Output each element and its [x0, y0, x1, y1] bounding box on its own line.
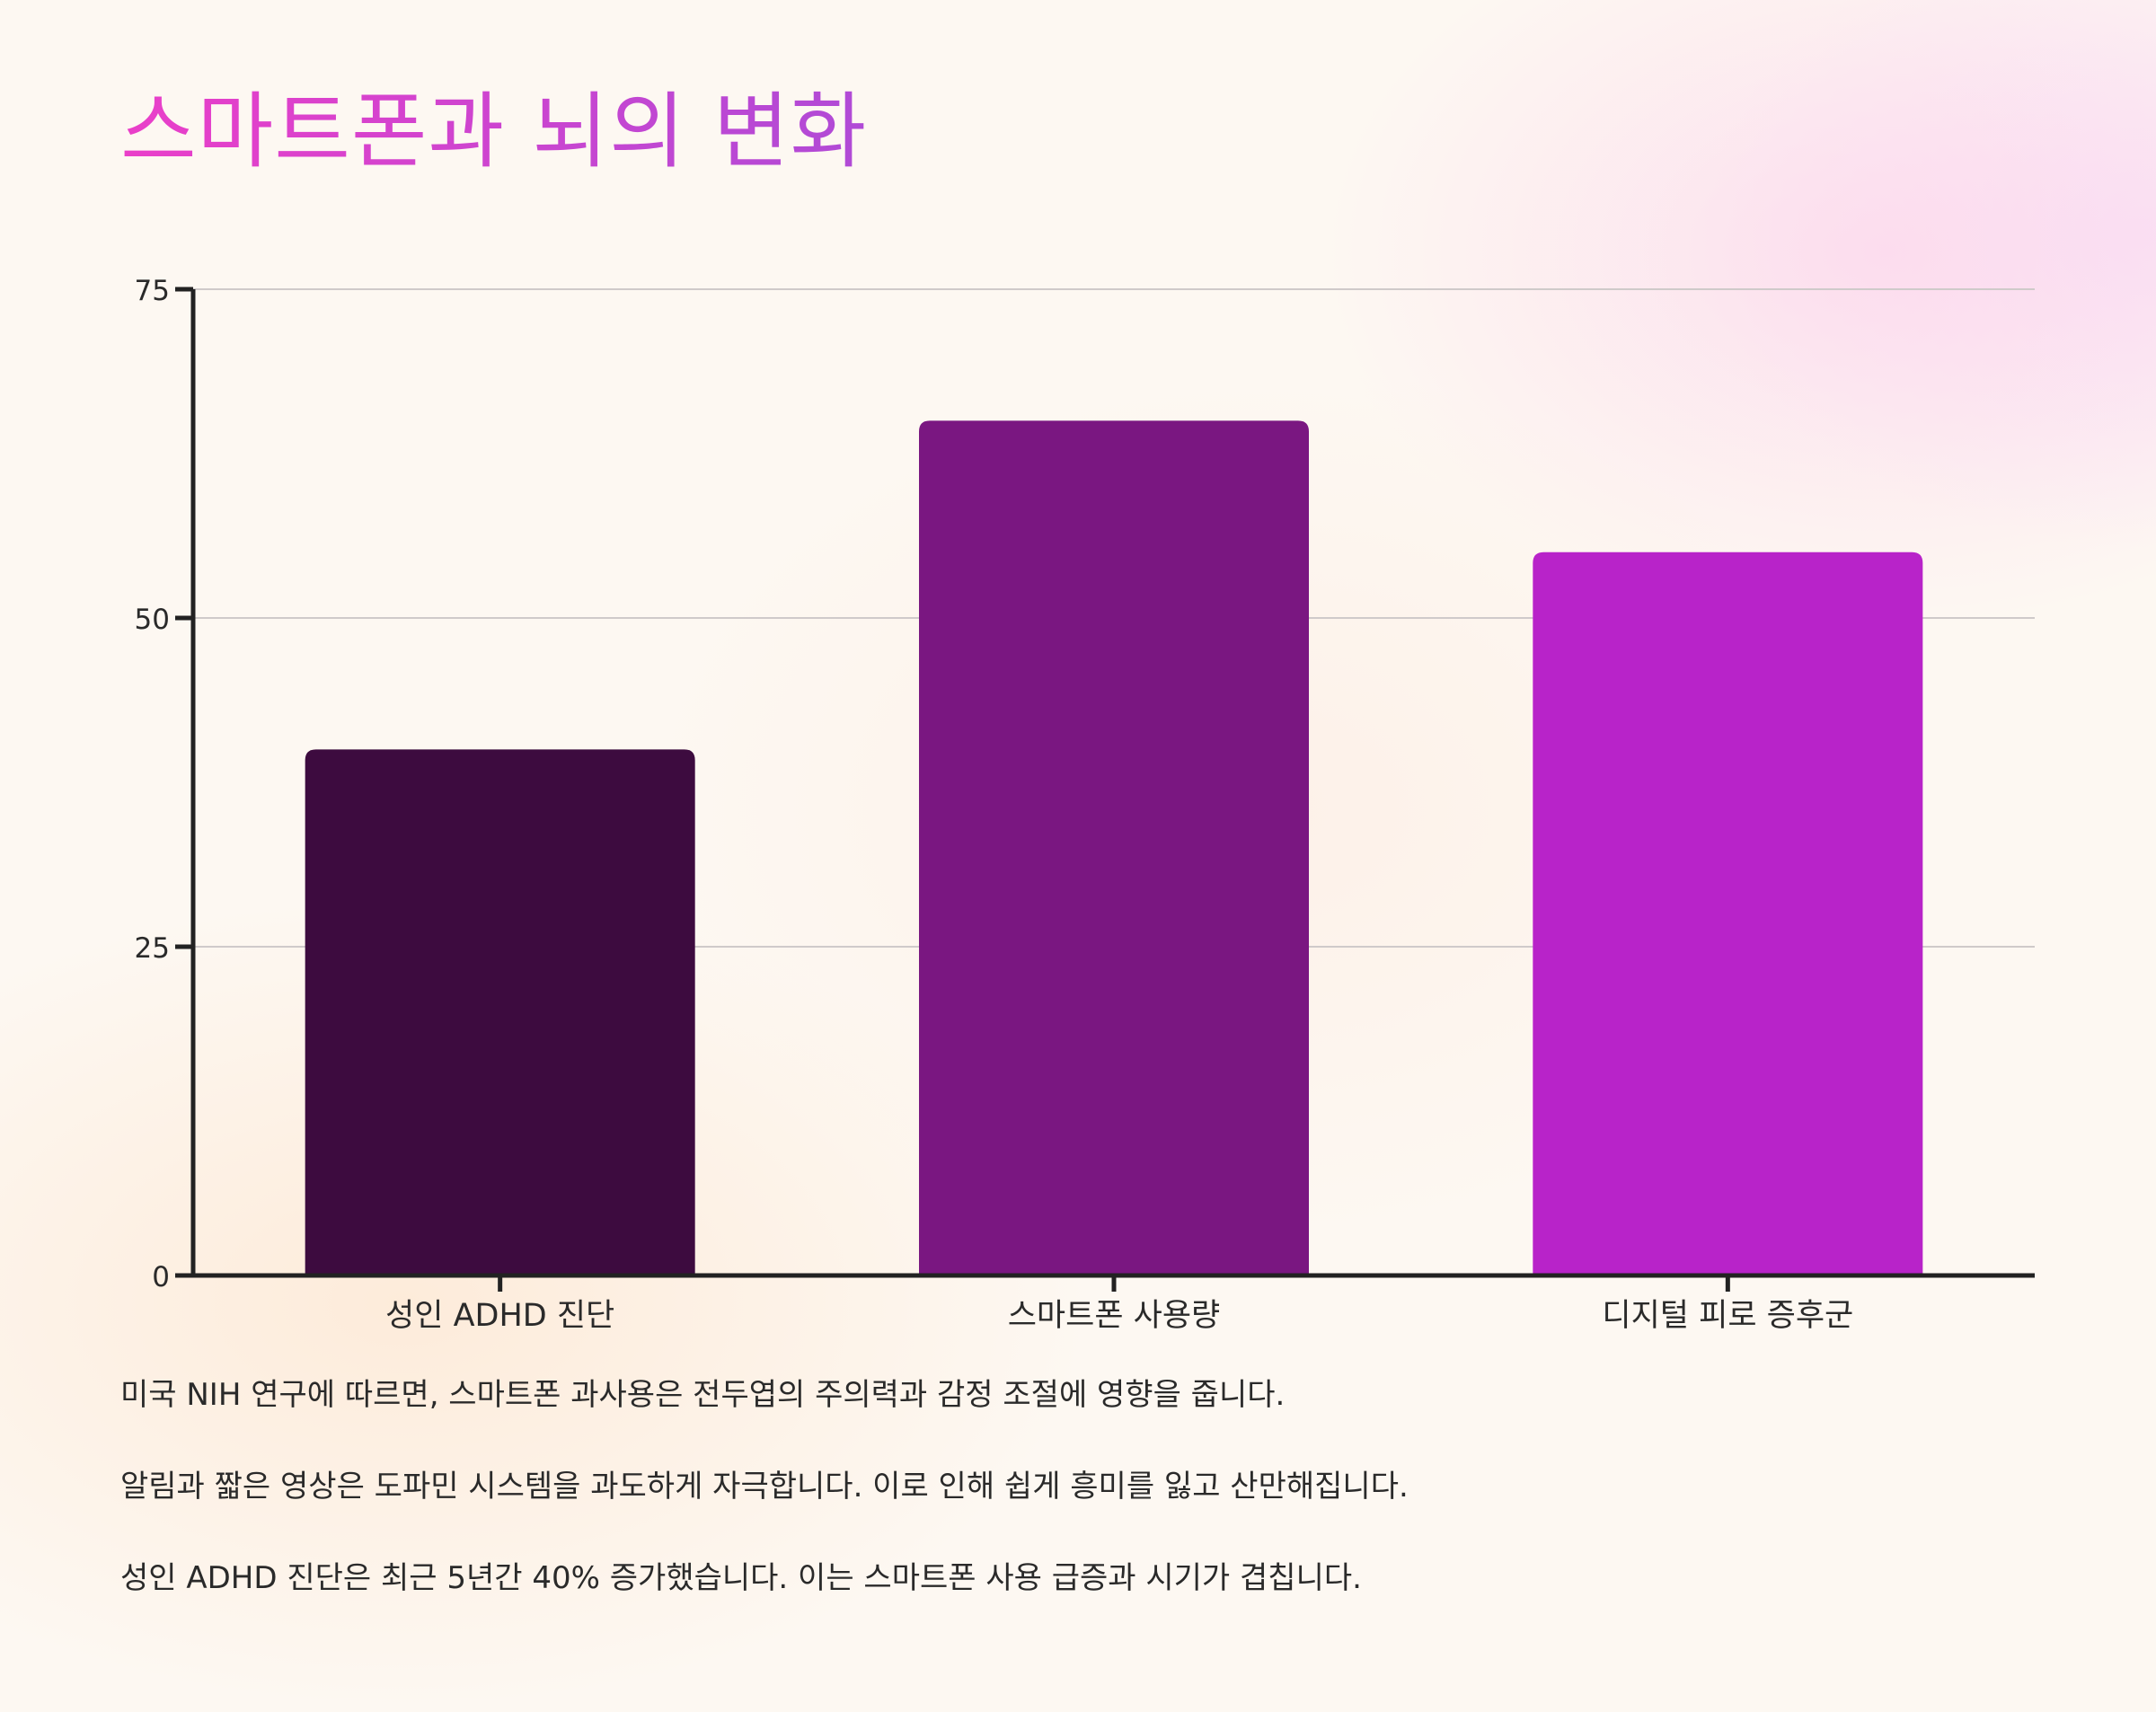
- page-title: 스마트폰과 뇌의 변화: [120, 83, 867, 181]
- bar-2: [919, 420, 1309, 1275]
- note-2: 알림과 짧은 영상은 도파민 시스템을 과도하게 자극합니다. 이로 인해 쉽게…: [120, 1469, 1409, 1505]
- bars: [305, 420, 1923, 1275]
- x-tick-label: 디지털 피로 증후군: [1602, 1298, 1853, 1334]
- x-tick-label: 성인 ADHD 진단: [385, 1298, 614, 1334]
- y-tick-label: 50: [135, 604, 170, 636]
- axis-labels: 0 25 50 75 성인 ADHD 진단 스마트폰 사용량 디지털 피로 증후군: [135, 275, 1854, 1334]
- y-tick-label: 0: [152, 1261, 170, 1293]
- note-3: 성인 ADHD 진단은 최근 5년간 40% 증가했습니다. 이는 스마트폰 사…: [120, 1560, 1362, 1596]
- y-tick-label: 25: [135, 932, 170, 965]
- y-tick-label: 75: [135, 275, 170, 307]
- x-tick-label: 스마트폰 사용량: [1008, 1298, 1221, 1334]
- notes: 미국 NIH 연구에 따르면, 스마트폰 과사용은 전두엽의 주의력과 감정 조…: [120, 1374, 2007, 1649]
- bar-1: [305, 749, 695, 1275]
- bar-chart: 0 25 50 75 성인 ADHD 진단 스마트폰 사용량 디지털 피로 증후군: [135, 275, 2035, 1334]
- note-1: 미국 NIH 연구에 따르면, 스마트폰 과사용은 전두엽의 주의력과 감정 조…: [120, 1377, 1286, 1413]
- bar-3: [1533, 552, 1923, 1275]
- axes: [175, 287, 2035, 1292]
